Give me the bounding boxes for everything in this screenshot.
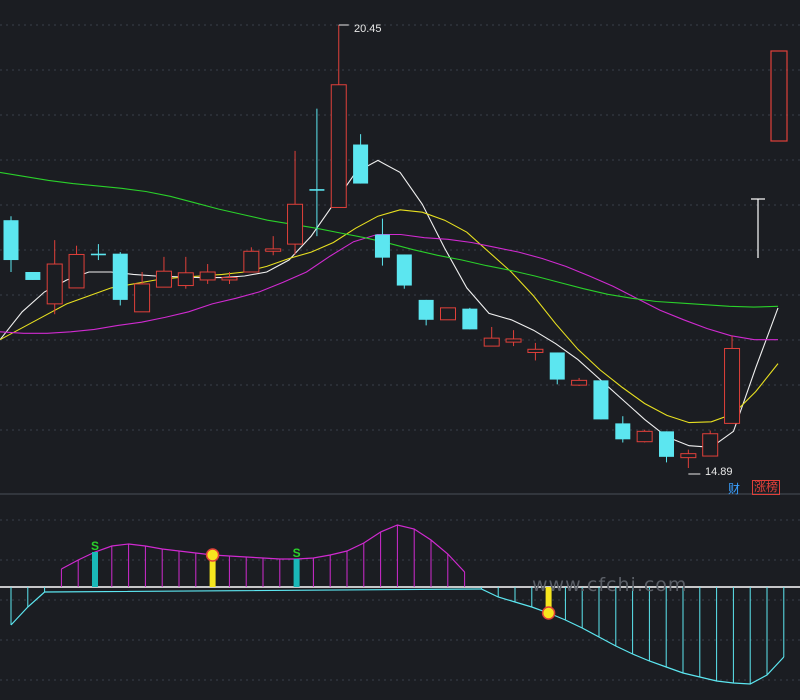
signal-s-label: S [91,539,99,553]
low-price-label: 14.89 [705,466,733,478]
candle-body-up [287,203,304,245]
candle-body-down [112,253,128,300]
candle-body-up [155,270,172,288]
candle-body-down [462,308,478,330]
ma-line-ma5 [0,159,779,448]
candle-body-up [571,379,588,386]
yellow-signal-bar [545,587,552,613]
candle-body-down [396,254,412,286]
candle-body-up [483,337,500,347]
teal-signal-bar [92,552,98,587]
candle-body-up [46,263,63,305]
candle-body-up [680,453,697,459]
candle-body-down [418,299,434,320]
ma-line-ma10 [0,209,779,424]
candle-body-down [374,234,390,258]
oscillator-upper-envelope [61,524,466,573]
yellow-signal-bar [209,555,216,587]
ma-line-ma20 [0,233,778,341]
candle-body-up [265,248,282,252]
candle-body-down [593,380,609,420]
right-range-box [770,50,788,142]
candle-body-down [90,253,106,256]
high-price-label: 20.45 [354,23,382,35]
oscillator-lower-envelope [10,588,785,685]
candle-body-up [221,277,238,281]
tag-zhangbang[interactable]: 涨榜 [752,480,781,495]
yellow-signal-dot [205,548,220,562]
candle-body-up [702,433,719,457]
candle-body-up [440,307,456,321]
candle-body-down [309,189,325,191]
candle-body-down [659,431,674,457]
candle-body-up [505,338,522,343]
candle-body-down [25,271,41,280]
candle-body-up [243,250,260,273]
yellow-signal-dot [541,606,556,620]
candle-body-up [199,271,216,281]
candle-body-up [527,348,544,353]
candle-body-up [330,84,347,208]
candle-body-down [353,144,369,184]
teal-signal-bar [293,559,300,587]
candle-body-up [724,347,741,424]
tag-cai[interactable]: 财 [728,482,741,496]
candle-body-up [134,283,151,313]
candle-body-up [636,430,653,443]
signal-s-label: S [293,546,301,560]
candle-body-down [3,220,19,261]
watermark: www.cfchi.com [532,574,688,596]
candle-body-down [549,352,565,380]
candle-body-up [68,253,85,289]
candle-body-up [177,272,194,287]
candle-body-down [615,423,631,440]
